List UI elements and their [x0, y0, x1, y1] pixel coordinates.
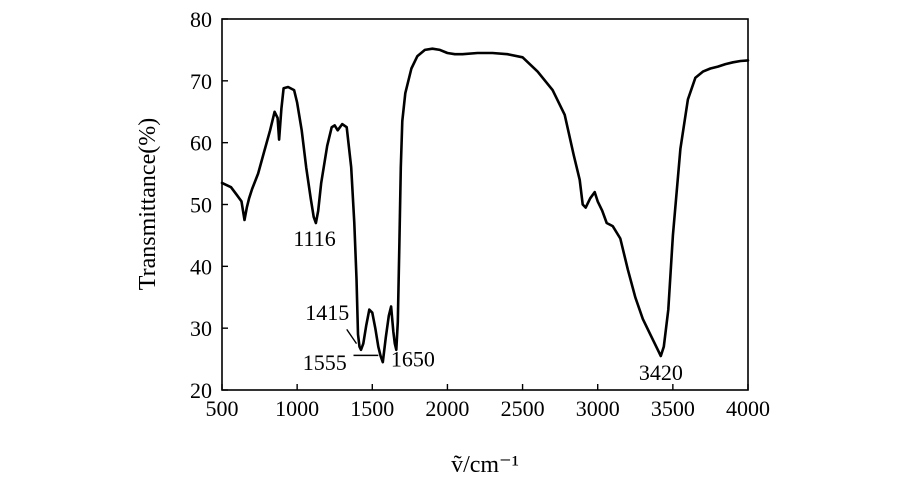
- peak-label-3420: 3420: [639, 360, 683, 385]
- x-tick-label: 3500: [651, 396, 695, 421]
- x-axis-title: ṽ/cm⁻¹: [451, 452, 519, 478]
- spectrum-line: [220, 47, 750, 364]
- y-axis-title: Transmittance(%): [135, 118, 161, 290]
- x-tick-label: 1500: [350, 396, 394, 421]
- y-tick-label: 30: [190, 316, 212, 341]
- peak-label-1116: 1116: [293, 226, 335, 251]
- peak-label-1555: 1555: [303, 350, 347, 375]
- y-tick-label: 70: [190, 69, 212, 94]
- y-tick-label: 80: [190, 7, 212, 32]
- plot-frame: [221, 18, 749, 391]
- x-tick-label: 3000: [576, 396, 620, 421]
- y-tick-label: 20: [190, 378, 212, 403]
- x-tick-label: 500: [206, 396, 239, 421]
- annotation-leader-1415: [346, 329, 358, 345]
- y-tick-label: 50: [190, 193, 212, 218]
- peak-annotations: 1116 1415 1555 1650 3420: [293, 226, 682, 385]
- x-tick-label: 1000: [275, 396, 319, 421]
- y-axis-ticks: 20 30 40 50 60 70 80: [190, 7, 228, 403]
- y-tick-label: 40: [190, 254, 212, 279]
- y-tick-label: 60: [190, 131, 212, 156]
- peak-label-1415: 1415: [305, 300, 349, 325]
- x-tick-label: 2500: [501, 396, 545, 421]
- peak-label-1650: 1650: [391, 347, 435, 372]
- x-axis-ticks: 500 1000 1500 2000 2500 3000 3500 4000: [206, 384, 770, 421]
- x-tick-label: 2000: [425, 396, 469, 421]
- series-group: [220, 47, 750, 364]
- x-tick-label: 4000: [726, 396, 770, 421]
